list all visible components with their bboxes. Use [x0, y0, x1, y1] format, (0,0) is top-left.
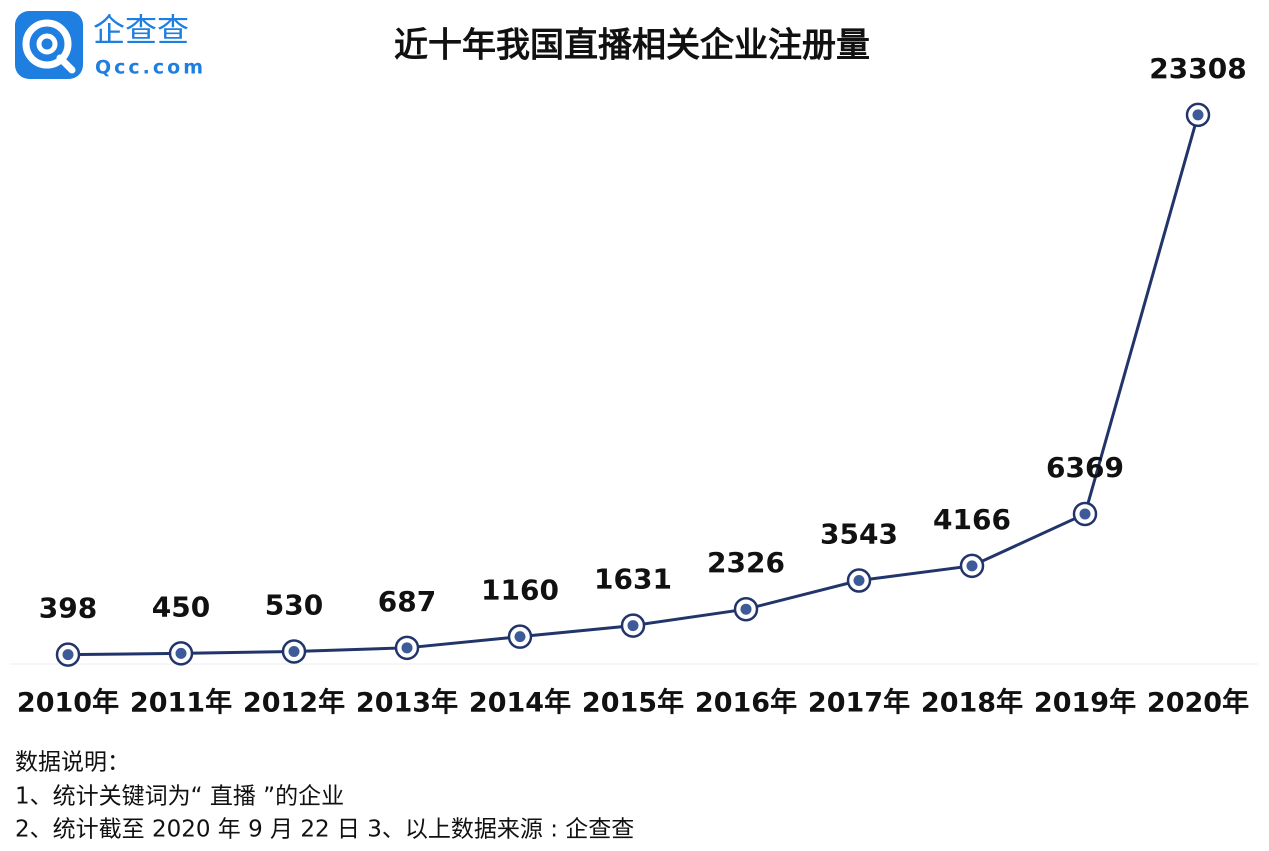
- marker-dot: [627, 620, 639, 632]
- data-label: 450: [152, 590, 210, 623]
- data-label: 23308: [1149, 52, 1246, 85]
- marker-dot: [853, 575, 865, 587]
- chart-title: 近十年我国直播相关企业注册量: [394, 26, 870, 66]
- marker-dot: [288, 646, 300, 658]
- x-tick-label: 2017年: [808, 687, 910, 719]
- x-tick-label: 2014年: [469, 687, 571, 719]
- marker-dot: [966, 560, 978, 572]
- logo-name: 企查查: [93, 11, 189, 49]
- x-tick-label: 2018年: [921, 687, 1023, 719]
- marker-dot: [1079, 508, 1091, 520]
- x-tick-label: 2011年: [130, 687, 232, 719]
- x-tick-label: 2019年: [1034, 687, 1136, 719]
- note: 2、统计截至 2020 年 9 月 22 日 3、以上数据来源 : 企查查: [15, 817, 634, 843]
- data-label: 530: [265, 589, 323, 622]
- data-label: 6369: [1046, 451, 1124, 484]
- x-tick-label: 2010年: [17, 687, 119, 719]
- marker-dot: [1192, 109, 1204, 121]
- marker-dot: [514, 631, 526, 643]
- data-label: 687: [378, 585, 436, 618]
- data-label: 3543: [820, 518, 898, 551]
- data-label: 4166: [933, 503, 1011, 536]
- marker-dot: [740, 603, 752, 615]
- marker-dot: [175, 647, 187, 659]
- logo-domain: Qcc.com: [95, 57, 206, 79]
- note: 1、统计关键词为“ 直播 ”的企业: [15, 784, 344, 810]
- marker-dot: [401, 642, 413, 654]
- x-tick-label: 2012年: [243, 687, 345, 719]
- marker-dot: [62, 649, 74, 661]
- logo-tail: [56, 54, 76, 74]
- note: 数据说明：: [15, 750, 130, 776]
- data-label: 1160: [481, 574, 559, 607]
- data-label: 2326: [707, 546, 785, 579]
- logo-core: [36, 33, 58, 55]
- logo-ring: [22, 19, 72, 69]
- x-tick-label: 2015年: [582, 687, 684, 719]
- x-tick-label: 2016年: [695, 687, 797, 719]
- data-label: 398: [39, 592, 97, 625]
- x-tick-label: 2020年: [1147, 687, 1249, 719]
- data-label: 1631: [594, 563, 672, 596]
- x-tick-label: 2013年: [356, 687, 458, 719]
